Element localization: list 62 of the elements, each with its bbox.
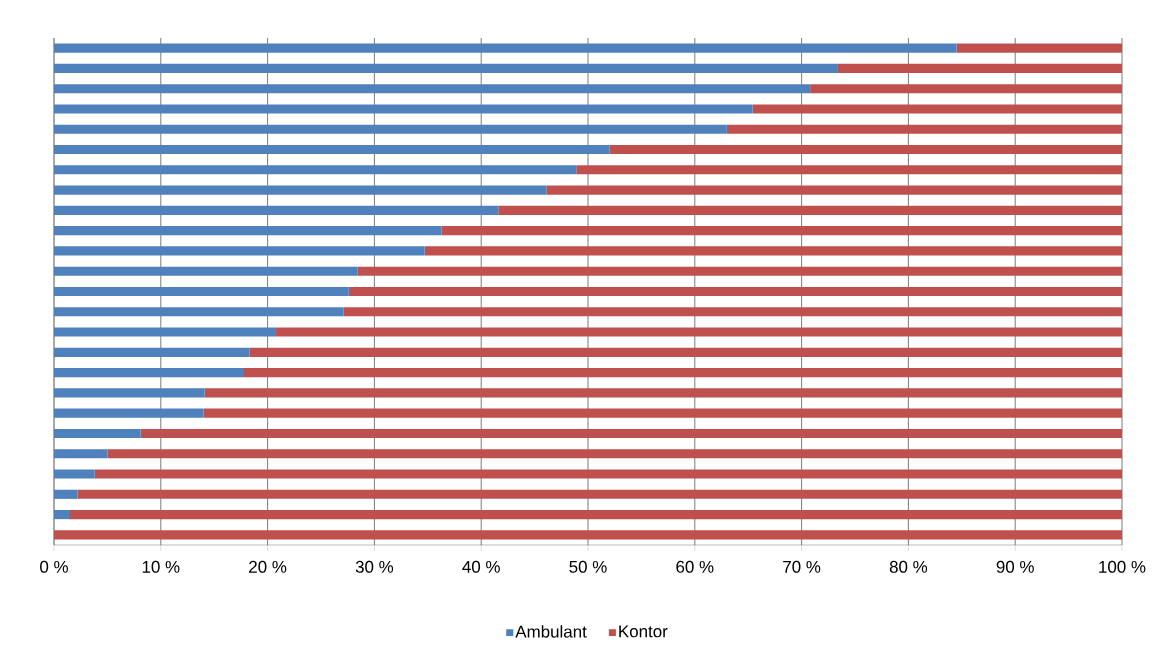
bar bbox=[54, 205, 499, 215]
bar bbox=[54, 449, 108, 459]
bar bbox=[54, 104, 753, 114]
bar bbox=[54, 43, 957, 53]
legend-label: Kontor bbox=[619, 625, 668, 638]
bar bbox=[54, 368, 244, 378]
x-tick-label: 40 % bbox=[462, 560, 500, 573]
bar bbox=[54, 489, 78, 499]
bar bbox=[243, 368, 1122, 378]
bar bbox=[54, 165, 577, 175]
bar bbox=[54, 144, 610, 155]
bar bbox=[54, 63, 838, 73]
bar bbox=[54, 286, 349, 297]
bar bbox=[54, 347, 250, 357]
bar bbox=[204, 388, 1122, 398]
x-tick-label: 50 % bbox=[569, 560, 607, 573]
x-tick-label: 30 % bbox=[355, 560, 394, 573]
bar bbox=[54, 388, 205, 398]
bar bbox=[77, 489, 1122, 499]
bar bbox=[107, 449, 1122, 459]
bar bbox=[424, 246, 1122, 256]
bar bbox=[752, 104, 1122, 114]
bar bbox=[609, 144, 1122, 155]
bar bbox=[546, 185, 1122, 195]
bar bbox=[576, 165, 1122, 175]
x-tick-label: 10 % bbox=[142, 560, 180, 573]
x-tick-label: 20 % bbox=[249, 560, 287, 573]
bar bbox=[54, 307, 344, 317]
x-tick-label: 0 % bbox=[40, 560, 68, 573]
bar bbox=[54, 84, 811, 94]
bar bbox=[249, 347, 1122, 357]
bar bbox=[54, 327, 276, 337]
bar bbox=[343, 307, 1122, 317]
bar bbox=[275, 327, 1122, 337]
bar bbox=[54, 428, 141, 439]
bar bbox=[498, 205, 1122, 215]
x-tick-label: 90 % bbox=[996, 560, 1034, 573]
bar bbox=[810, 84, 1122, 94]
bar bbox=[203, 408, 1122, 418]
x-tick-label: 70 % bbox=[783, 560, 821, 573]
bar bbox=[54, 510, 69, 520]
bar bbox=[441, 226, 1122, 236]
bar bbox=[94, 469, 1122, 479]
bar bbox=[837, 63, 1122, 73]
bar bbox=[54, 246, 425, 256]
bar bbox=[140, 428, 1122, 439]
bar bbox=[726, 124, 1122, 134]
x-tick-label: 60 % bbox=[676, 560, 714, 573]
bar bbox=[348, 286, 1122, 297]
bar bbox=[54, 185, 547, 195]
bar bbox=[54, 408, 204, 418]
bar bbox=[54, 530, 1122, 540]
bar bbox=[54, 469, 95, 479]
bar bbox=[54, 266, 358, 276]
bar bbox=[54, 226, 442, 236]
bar bbox=[54, 124, 727, 134]
bar bbox=[68, 510, 1122, 520]
x-tick-label: 80 % bbox=[889, 560, 928, 573]
legend-label: Ambulant bbox=[515, 625, 587, 638]
bar bbox=[357, 266, 1122, 276]
bar bbox=[956, 43, 1122, 53]
x-tick-label: 100 % bbox=[1099, 560, 1146, 573]
